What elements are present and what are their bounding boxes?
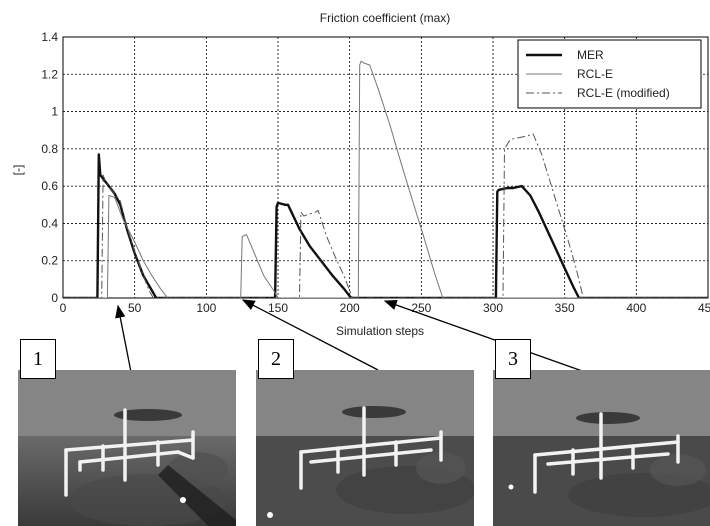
series-line-1 bbox=[63, 153, 708, 298]
x-tick-label: 350 bbox=[555, 301, 575, 315]
legend-label-mer: MER bbox=[577, 48, 604, 62]
x-tick-label: 450 bbox=[698, 301, 710, 315]
y-tick-label: 1.4 bbox=[41, 30, 58, 44]
snapshot-panel-3 bbox=[493, 370, 710, 526]
legend-label-rcle-modified: RCL-E (modified) bbox=[577, 86, 670, 100]
x-tick-label: 50 bbox=[128, 301, 142, 315]
y-axis-label: [-] bbox=[11, 165, 25, 176]
x-tick-label: 300 bbox=[483, 301, 503, 315]
y-tick-label: 1.2 bbox=[41, 67, 58, 81]
rover-snapshot-3 bbox=[493, 370, 710, 526]
snapshot-label-2: 2 bbox=[258, 339, 294, 379]
x-tick-label: 100 bbox=[196, 301, 216, 315]
rover-snapshot-2 bbox=[256, 370, 474, 526]
chart-title: Friction coefficient (max) bbox=[320, 11, 450, 25]
y-tick-label: 1 bbox=[51, 105, 58, 119]
x-tick-label: 150 bbox=[268, 301, 288, 315]
snapshot-panel-2 bbox=[256, 370, 474, 526]
legend-label-rcle: RCL-E bbox=[577, 67, 613, 81]
y-tick-label: 0.6 bbox=[41, 179, 58, 193]
x-tick-label: 400 bbox=[626, 301, 646, 315]
series-group bbox=[63, 60, 708, 298]
snapshot-label-3: 3 bbox=[495, 339, 531, 379]
rover-snapshot-1 bbox=[18, 370, 236, 526]
legend: MER RCL-E RCL-E (modified) bbox=[517, 39, 702, 109]
y-tick-label: 0 bbox=[51, 291, 58, 305]
x-tick-label: 0 bbox=[60, 301, 67, 315]
series-line-2 bbox=[63, 60, 708, 298]
x-axis-label: Simulation steps bbox=[336, 324, 424, 338]
x-tick-label: 250 bbox=[411, 301, 431, 315]
x-tick-labels: 0 50 100 150 200 250 300 350 400 450 bbox=[60, 301, 710, 315]
friction-chart: Friction coefficient (max) 0 50 100 150 200 2… bbox=[11, 11, 710, 338]
y-tick-labels: 0 0.2 0.4 0.6 0.8 1 1.2 1.4 bbox=[41, 30, 58, 305]
snapshot-label-1: 1 bbox=[20, 339, 56, 379]
y-tick-label: 0.2 bbox=[41, 254, 58, 268]
x-tick-label: 200 bbox=[340, 301, 360, 315]
y-tick-label: 0.8 bbox=[41, 142, 58, 156]
snapshot-panel-1 bbox=[18, 370, 236, 526]
y-tick-label: 0.4 bbox=[41, 216, 58, 230]
